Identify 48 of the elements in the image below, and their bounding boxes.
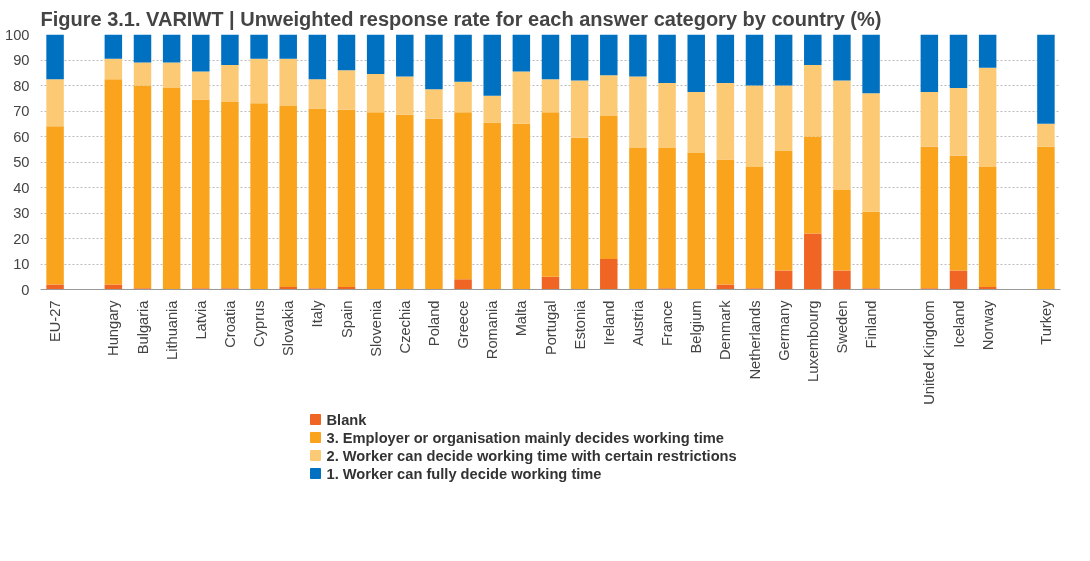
legend-label: Blank <box>326 411 368 428</box>
x-tick-label: Netherlands <box>746 300 763 380</box>
x-tick-label: United Kingdom <box>921 300 938 405</box>
x-tick-label: Greece <box>455 300 472 349</box>
x-tick-label: Germany <box>775 299 792 361</box>
y-tick-label: 80 <box>13 77 30 94</box>
y-tick-label: 30 <box>13 205 30 221</box>
x-tick-label: Ireland <box>600 300 617 346</box>
x-tick-label: Slovenia <box>367 299 384 357</box>
x-tick-label: Lithuania <box>163 299 180 360</box>
x-tick-label: Belgium <box>688 300 705 354</box>
x-tick-label: EU-27 <box>47 300 64 343</box>
legend-label: 1. Worker can fully decide working time <box>326 465 602 482</box>
x-tick-label: Croatia <box>221 299 238 348</box>
x-tick-label: Norway <box>979 299 996 351</box>
x-tick-label: Sweden <box>833 300 850 354</box>
y-tick-label: 60 <box>13 128 30 145</box>
legend-label: 3. Employer or organisation mainly decides working time <box>326 429 724 446</box>
x-tick-label: Austria <box>629 299 646 347</box>
x-tick-label: France <box>659 300 676 347</box>
x-tick-label: Turkey <box>1037 299 1054 345</box>
x-tick-label: Malta <box>513 299 530 337</box>
x-tick-label: Poland <box>425 300 442 347</box>
x-tick-label: Cyprus <box>251 300 268 347</box>
x-tick-label: Denmark <box>717 299 734 360</box>
chart-title: Figure 3.1. VARIWT | Unweighted response rate for each answer category by country (%) <box>40 7 882 30</box>
y-tick-label: 70 <box>13 103 30 119</box>
x-tick-label: Italy <box>309 299 326 328</box>
x-tick-label: Luxembourg <box>804 300 821 382</box>
x-tick-label: Romania <box>484 299 501 360</box>
y-tick-label: 90 <box>13 52 30 68</box>
x-tick-label: Bulgaria <box>134 299 151 355</box>
x-tick-label: Finland <box>863 300 880 349</box>
y-tick-label: 100 <box>5 26 30 43</box>
x-tick-label: Slovakia <box>280 299 297 356</box>
x-tick-label: Iceland <box>950 300 967 348</box>
y-tick-label: 0 <box>21 281 30 298</box>
legend-label: 2. Worker can decide working time with certain restrictions <box>326 447 737 464</box>
x-tick-label: Portugal <box>542 300 559 356</box>
x-tick-label: Latvia <box>192 299 209 340</box>
x-tick-label: Hungary <box>105 299 122 356</box>
y-tick-label: 50 <box>13 154 30 170</box>
y-tick-label: 20 <box>13 230 30 247</box>
x-tick-label: Spain <box>338 300 355 338</box>
y-tick-label: 40 <box>13 179 30 196</box>
y-tick-label: 10 <box>13 256 30 272</box>
x-tick-label: Estonia <box>571 299 588 350</box>
x-tick-label: Czechia <box>396 299 413 354</box>
